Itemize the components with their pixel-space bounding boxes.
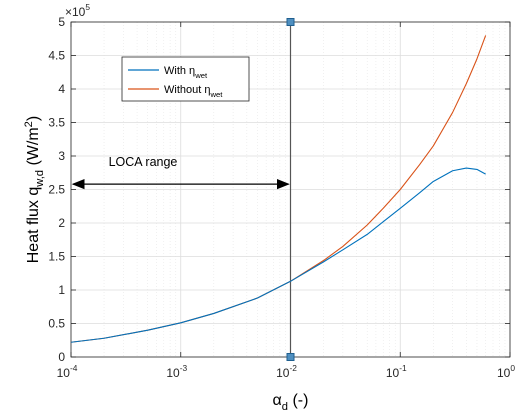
vertical-line-bottom-marker xyxy=(286,353,295,361)
legend: With ηwet Without ηwet xyxy=(121,56,250,102)
series-line-with-eta-wet xyxy=(70,167,486,343)
y-tick-label: 5 xyxy=(58,15,65,29)
y-exponent-label: ×105 xyxy=(65,2,90,19)
series-layer xyxy=(70,18,487,361)
y-tick-label: 3.5 xyxy=(48,116,65,130)
y-tick-label: 0 xyxy=(58,350,65,364)
legend-entry-label: With ηwet xyxy=(164,65,208,80)
loca-range-label: LOCA range xyxy=(109,155,178,169)
y-tick-label: 4.5 xyxy=(48,49,65,63)
y-axis-title: Heat flux qw,d (W/m2) xyxy=(23,116,46,264)
vertical-line-top-marker xyxy=(286,18,295,26)
y-tick-label: 4 xyxy=(58,82,65,96)
y-tick-label: 1.5 xyxy=(48,250,65,264)
y-tick-label: 2.5 xyxy=(48,183,65,197)
x-tick-label: 100 xyxy=(497,363,515,380)
y-tick-label: 0.5 xyxy=(48,317,65,331)
y-tick-label: 3 xyxy=(58,149,65,163)
legend-box xyxy=(121,56,250,102)
y-tick-label: 1 xyxy=(58,283,65,297)
x-tick-label: 10-4 xyxy=(57,363,78,380)
x-axis-title: αd (-) xyxy=(273,392,309,413)
x-tick-label: 10-1 xyxy=(386,363,407,380)
legend-entry-label: Without ηwet xyxy=(164,84,223,99)
y-tick-label: 2 xyxy=(58,216,65,230)
x-tick-label: 10-3 xyxy=(166,363,187,380)
axes-layer: 10-4 10-3 10-2 10-1 100 0 0.5 1 1.5 2 2.5 3 3.5 4 4.5 5… xyxy=(23,2,515,413)
annotation-layer: LOCA range xyxy=(71,155,290,190)
x-tick-label: 10-2 xyxy=(276,363,297,380)
